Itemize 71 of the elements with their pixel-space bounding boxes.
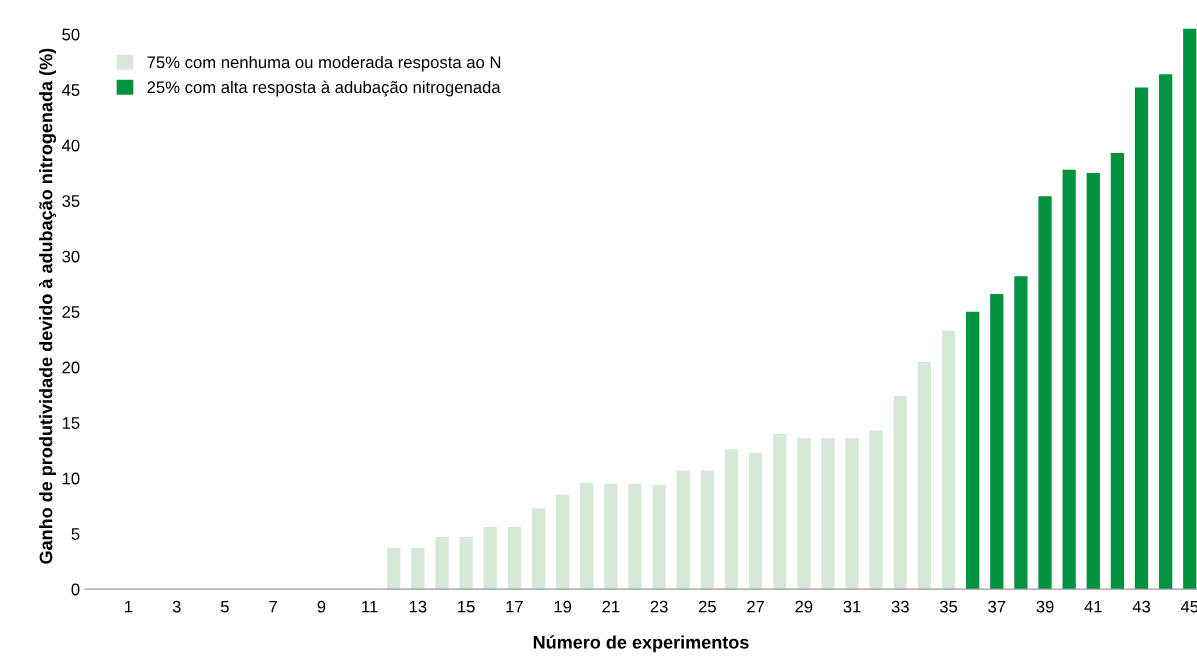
x-tick-label: 19: [554, 600, 572, 613]
bar: [724, 449, 739, 590]
x-tick-label: 41: [1084, 600, 1102, 613]
legend-label: 75% com nenhuma ou moderada resposta ao N: [147, 55, 501, 72]
bar: [580, 482, 594, 590]
bar: [1134, 87, 1149, 590]
bar: [1159, 74, 1173, 590]
x-tick-label: 33: [891, 600, 909, 613]
bar: [411, 548, 425, 590]
bar: [676, 470, 690, 590]
y-tick-label: 50: [62, 28, 80, 41]
bar: [1062, 169, 1076, 590]
bar: [652, 484, 666, 590]
bar: [1110, 153, 1125, 590]
x-tick-label: 13: [409, 600, 427, 613]
bar: [628, 483, 642, 590]
bar: [893, 396, 907, 590]
y-tick-label: 10: [62, 472, 80, 485]
bar: [555, 494, 570, 590]
x-tick-label: 35: [939, 600, 958, 613]
y-tick-label: 35: [62, 195, 80, 207]
y-axis-title: Ganho de produtividade devido à adubação nitrogenada (%): [38, 48, 57, 564]
bar: [1014, 276, 1028, 590]
y-tick-label: 40: [61, 139, 80, 152]
bar: [990, 293, 1004, 590]
bar: [797, 438, 811, 590]
bar: [604, 483, 618, 590]
x-tick-label: 39: [1036, 600, 1054, 613]
x-tick-label: 9: [317, 600, 326, 613]
x-axis-title: Número de experimentos: [533, 635, 749, 653]
x-tick-label: 1: [125, 600, 133, 613]
y-tick-label: 5: [71, 528, 80, 540]
x-tick-label: 37: [988, 600, 1006, 613]
bar: [845, 438, 859, 590]
legend-label: 25% com alta resposta à adubação nitrogenada: [147, 80, 501, 97]
bar: [773, 433, 787, 590]
bar: [483, 527, 497, 590]
y-tick-label: 0: [71, 583, 80, 596]
bar: [1086, 173, 1100, 590]
bar: [1038, 196, 1052, 590]
x-tick-label: 7: [269, 600, 277, 613]
x-tick-label: 11: [362, 600, 378, 613]
bar: [459, 537, 473, 590]
x-tick-label: 23: [650, 600, 668, 613]
x-tick-label: 25: [698, 600, 716, 613]
bar: [507, 527, 521, 590]
bar: [748, 452, 763, 590]
bar: [435, 537, 449, 590]
y-tick-label: 25: [62, 306, 80, 318]
y-tick-label: 30: [62, 250, 80, 263]
x-tick-label: 31: [843, 600, 861, 613]
bar: [941, 330, 956, 590]
x-tick-label: 3: [172, 600, 181, 613]
x-tick-label: 29: [795, 600, 813, 613]
x-tick-label: 27: [747, 600, 765, 613]
y-tick-label: 45: [61, 84, 80, 96]
x-tick-label: 21: [602, 600, 620, 613]
y-tick-label: 20: [62, 361, 80, 374]
bar: [917, 361, 932, 590]
bar: [1183, 28, 1197, 590]
bar: [531, 508, 546, 590]
bar: [966, 311, 980, 590]
x-tick-label: 43: [1132, 600, 1151, 613]
x-tick-label: 15: [458, 600, 475, 613]
bar: [700, 470, 714, 590]
x-tick-label: 17: [506, 600, 523, 613]
bar: [821, 438, 835, 590]
bar: [387, 548, 401, 590]
bar: [869, 430, 883, 590]
x-tick-label: 5: [220, 600, 229, 613]
y-tick-label: 15: [62, 417, 80, 429]
